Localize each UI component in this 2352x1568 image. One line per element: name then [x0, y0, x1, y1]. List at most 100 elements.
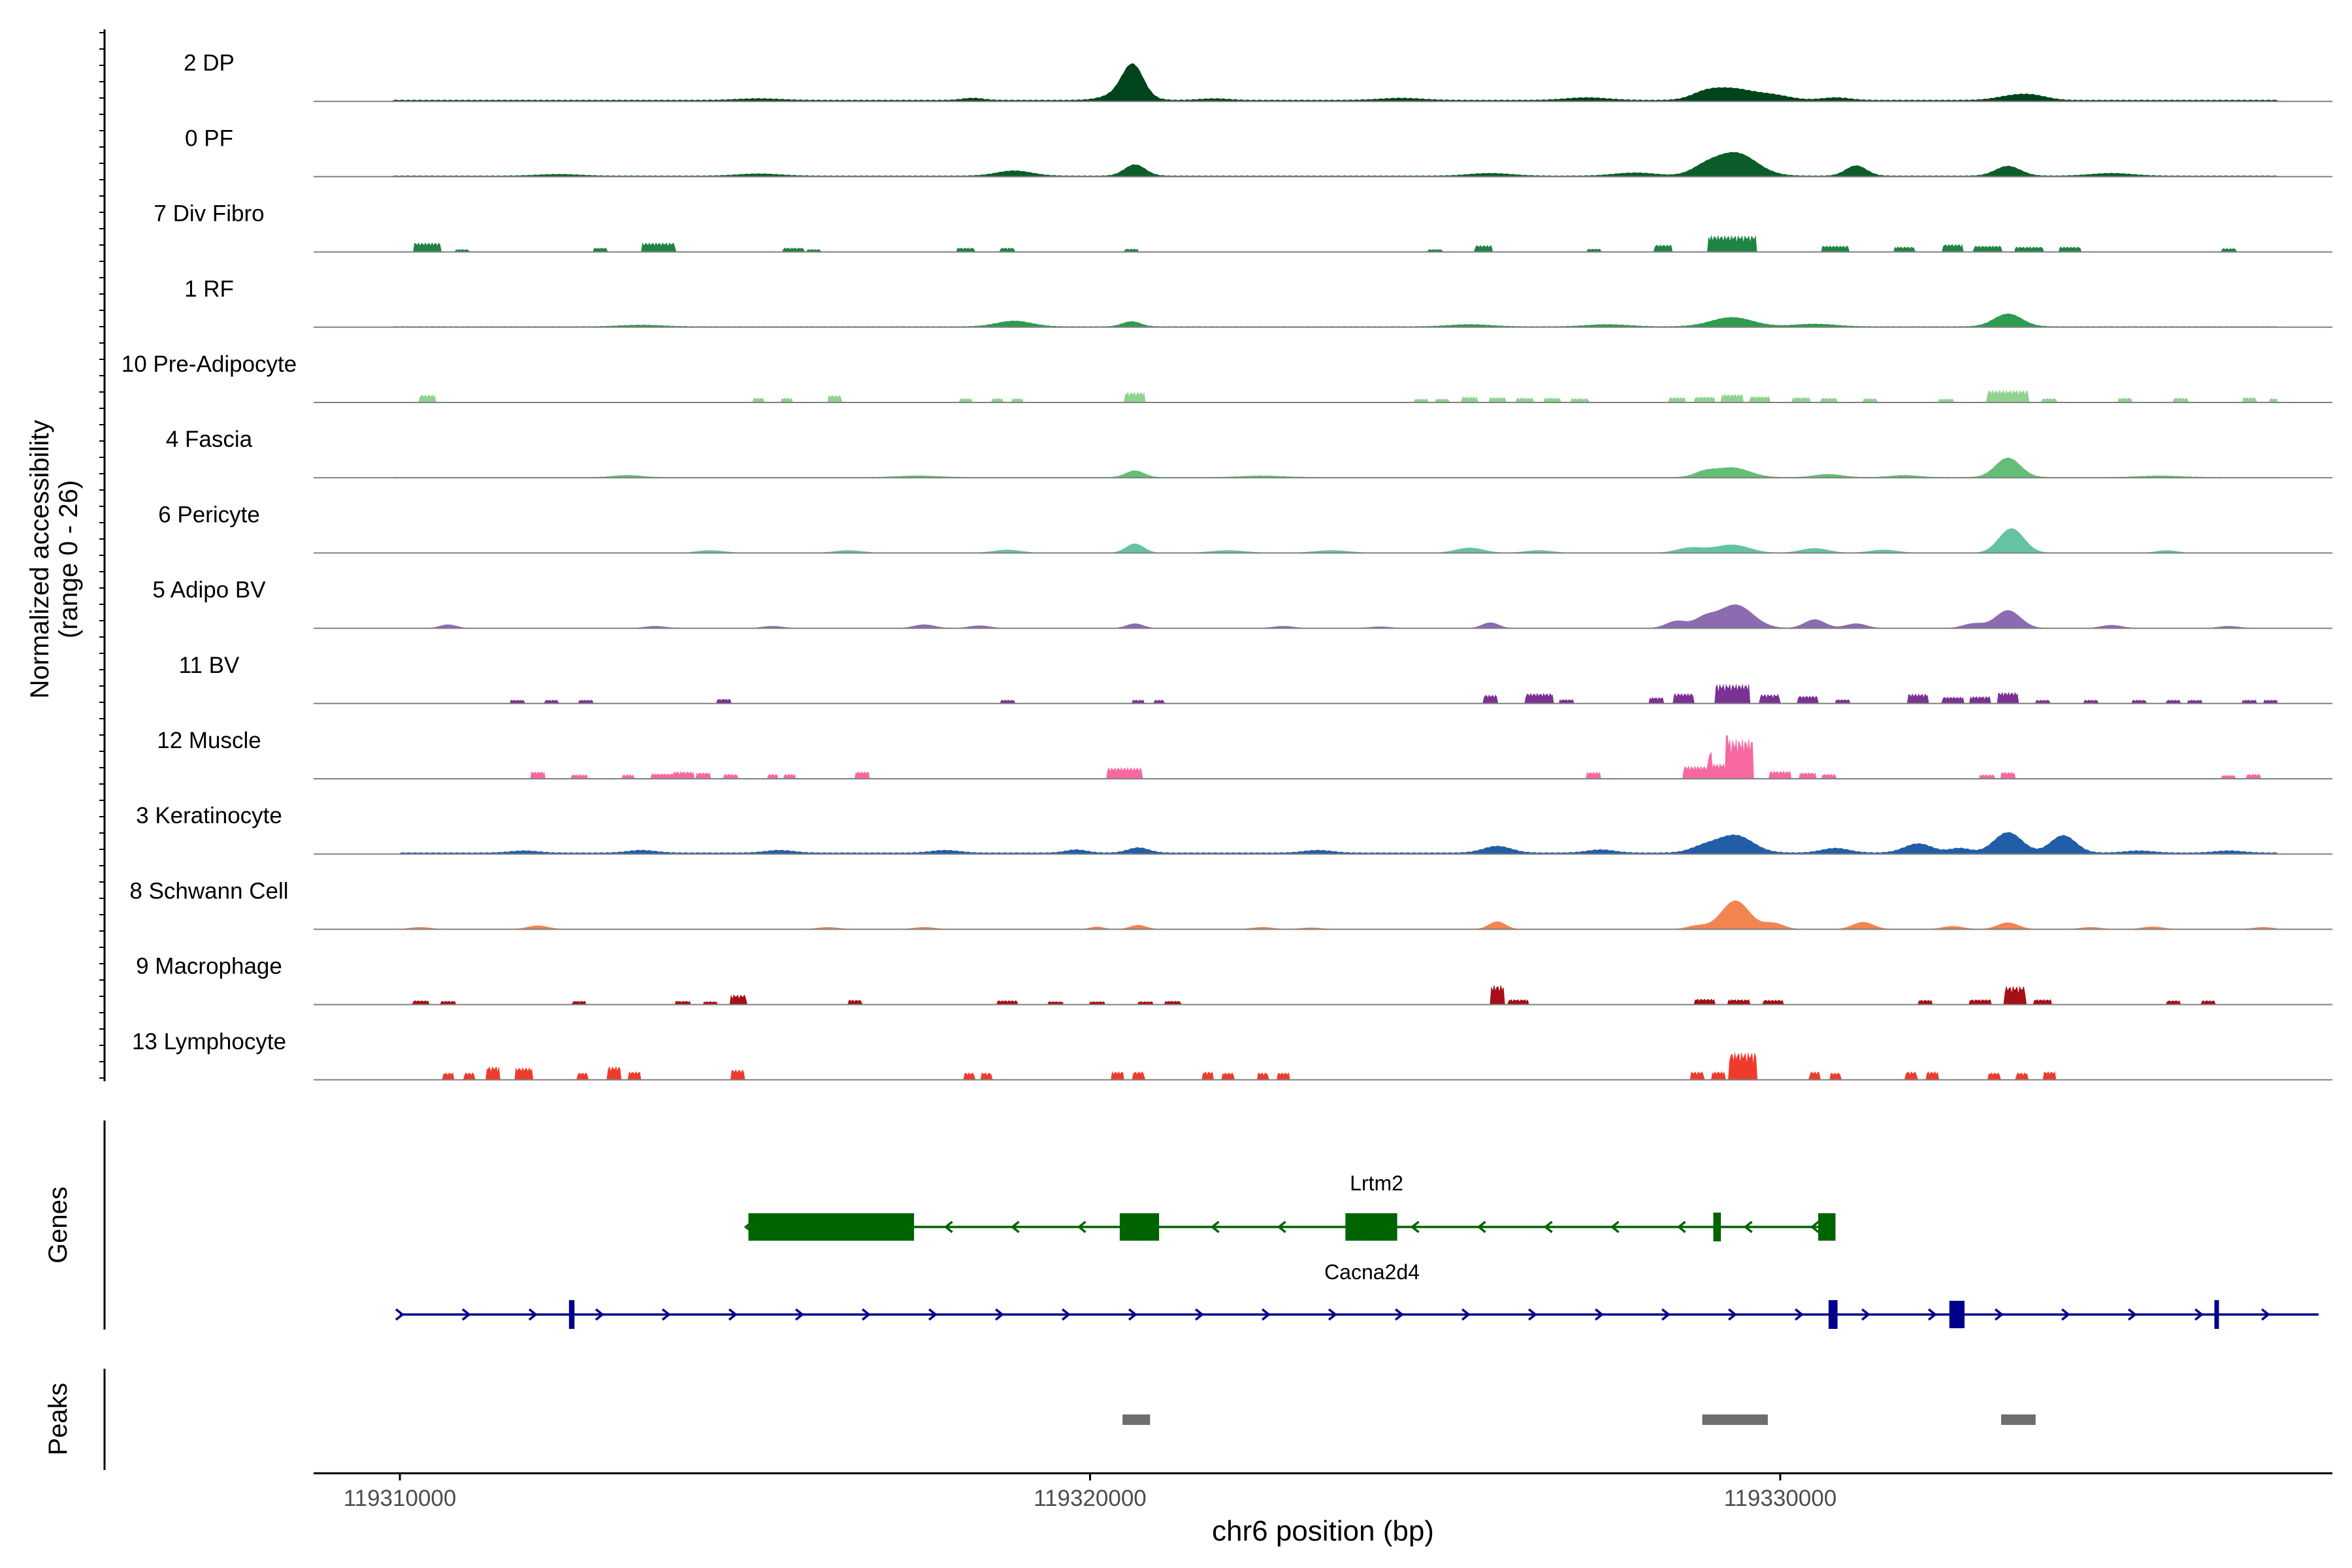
strand-arrow	[928, 1308, 938, 1321]
coverage-area	[393, 313, 2278, 328]
track-5-adipo-bv: 5 Adipo BV	[152, 578, 2332, 629]
peak-region	[1122, 1414, 1151, 1425]
strand-arrow	[794, 1308, 804, 1321]
strand-arrow	[1128, 1308, 1137, 1321]
coverage-area	[400, 235, 2278, 252]
strand-arrow	[2261, 1308, 2270, 1321]
track-label: 1 RF	[184, 276, 234, 302]
track-label: 11 BV	[179, 653, 240, 678]
peak-region	[1702, 1414, 1768, 1425]
strand-arrow	[1461, 1308, 1471, 1321]
exon-block	[748, 1213, 915, 1241]
strand-arrow	[2194, 1308, 2204, 1321]
strand-arrow	[1394, 1308, 1404, 1321]
strand-arrow	[1861, 1308, 1870, 1321]
coverage-area	[434, 1052, 2278, 1081]
coverage-area	[689, 528, 2278, 553]
track-label: 6 Pericyte	[158, 502, 260, 527]
strand-arrow	[1810, 1220, 1820, 1233]
coverage-area	[399, 832, 2278, 855]
strand-arrow	[1794, 1308, 1804, 1321]
strand-arrow	[1994, 1308, 2004, 1321]
x-axis-ticks: 119310000 119320000 119330000	[344, 1473, 1837, 1511]
strand-arrow	[1261, 1308, 1271, 1321]
y-axis-title-line1: Normalized accessibility	[25, 420, 54, 699]
track-label: 9 Macrophage	[136, 954, 282, 979]
strand-arrow	[1610, 1220, 1620, 1233]
strand-arrow	[994, 1308, 1004, 1321]
strand-arrow	[1194, 1308, 1204, 1321]
track-label: 7 Div Fibro	[154, 201, 264, 227]
y-axis-ticks	[99, 32, 105, 1079]
track-10-pre-adipocyte: 10 Pre-Adipocyte	[122, 351, 2332, 403]
strand-arrow	[395, 1308, 404, 1321]
track-6-pericyte: 6 Pericyte	[158, 502, 2332, 554]
coverage-area	[400, 985, 2278, 1005]
track-7-div-fibro: 7 Div Fibro	[154, 201, 2332, 253]
coverage-area	[503, 683, 2278, 704]
gene-label: Lrtm2	[1350, 1171, 1403, 1195]
track-12-muscle: 12 Muscle	[157, 728, 2332, 779]
gene-cacna2d4: Cacna2d4	[395, 1260, 2319, 1329]
track-13-lymphocyte: 13 Lymphocyte	[132, 1029, 2332, 1081]
x-tick-label: 119330000	[1724, 1486, 1837, 1511]
coverage-area	[393, 152, 2278, 177]
track-1-rf: 1 RF	[184, 276, 2332, 328]
exon-block	[1828, 1300, 1838, 1329]
x-tick-label: 119310000	[344, 1486, 457, 1511]
track-9-macrophage: 9 Macrophage	[136, 954, 2332, 1005]
coverage-area	[393, 63, 2278, 102]
peaks-panel	[1122, 1414, 2036, 1425]
track-label: 8 Schwann Cell	[129, 878, 288, 904]
track-area: 2 DP 0 PF 7 Div Fibro 1 RF 10 Pre-Adipocyte 4…	[122, 50, 2332, 1081]
strand-arrow	[1210, 1220, 1220, 1233]
coverage-area	[399, 900, 2278, 930]
track-11-bv: 11 BV	[179, 653, 2332, 704]
strand-arrow	[2127, 1308, 2137, 1321]
peaks-panel-label: Peaks	[44, 1382, 73, 1455]
track-label: 5 Adipo BV	[152, 578, 266, 603]
coverage-area	[393, 457, 2278, 478]
track-4-fascia: 4 Fascia	[166, 427, 2332, 479]
strand-arrow	[1277, 1220, 1286, 1233]
strand-arrow	[1477, 1220, 1486, 1233]
track-label: 13 Lymphocyte	[132, 1029, 286, 1054]
strand-arrow	[1727, 1308, 1737, 1321]
strand-arrow	[2061, 1308, 2070, 1321]
strand-arrow	[1077, 1220, 1086, 1233]
track-label: 0 PF	[185, 125, 233, 151]
strand-arrow	[595, 1308, 604, 1321]
gene-lrtm2: Lrtm2	[743, 1171, 1836, 1241]
strand-arrow	[461, 1308, 471, 1321]
strand-arrow	[1743, 1220, 1753, 1233]
strand-arrow	[528, 1308, 538, 1321]
track-label: 4 Fascia	[166, 427, 253, 452]
strand-arrow	[1927, 1308, 1937, 1321]
track-0-pf: 0 PF	[185, 125, 2332, 178]
track-3-keratinocyte: 3 Keratinocyte	[136, 803, 2332, 855]
exon-block	[1713, 1213, 1722, 1241]
x-axis-title: chr6 position (bp)	[1212, 1515, 1434, 1547]
track-label: 12 Muscle	[157, 728, 261, 753]
coverage-area	[400, 389, 2278, 403]
strand-arrow	[1676, 1220, 1686, 1233]
strand-arrow	[943, 1220, 953, 1233]
track-8-schwann-cell: 8 Schwann Cell	[129, 878, 2332, 930]
track-label: 3 Keratinocyte	[136, 803, 282, 828]
strand-arrow	[861, 1308, 871, 1321]
strand-arrow	[661, 1308, 671, 1321]
track-label: 10 Pre-Adipocyte	[122, 351, 297, 377]
track-label: 2 DP	[184, 50, 235, 76]
track-2-dp: 2 DP	[184, 50, 2332, 103]
strand-arrow	[1594, 1308, 1604, 1321]
exon-block	[1949, 1301, 1965, 1328]
strand-arrow	[1410, 1220, 1420, 1233]
strand-arrow	[728, 1308, 738, 1321]
exon-block	[568, 1300, 575, 1329]
peak-region	[2001, 1414, 2036, 1425]
coverage-area	[524, 735, 2278, 779]
genes-panel: Lrtm2 Cacna2d4	[395, 1171, 2319, 1329]
coverage-area	[400, 604, 2278, 629]
strand-arrow	[1661, 1308, 1671, 1321]
